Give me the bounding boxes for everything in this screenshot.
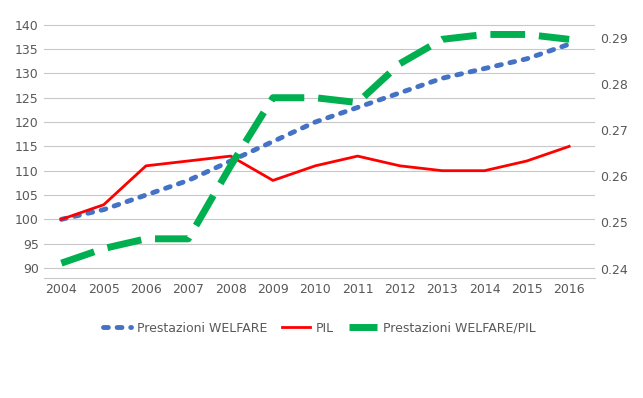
Prestazioni WELFARE — [481, 66, 489, 71]
Prestazioni WELFARE — [227, 158, 235, 163]
Line: Prestazioni WELFARE: Prestazioni WELFARE — [61, 44, 569, 219]
PIL — [142, 164, 150, 168]
Prestazioni WELFARE/PIL — [481, 32, 489, 37]
PIL — [227, 154, 235, 158]
Prestazioni WELFARE/PIL — [57, 261, 65, 265]
PIL — [354, 154, 361, 158]
Prestazioni WELFARE — [439, 76, 446, 81]
Prestazioni WELFARE — [57, 217, 65, 222]
Prestazioni WELFARE/PIL — [185, 236, 192, 241]
Prestazioni WELFARE — [354, 105, 361, 110]
Prestazioni WELFARE/PIL — [354, 100, 361, 105]
PIL — [57, 217, 65, 222]
PIL — [185, 158, 192, 163]
Prestazioni WELFARE/PIL — [227, 164, 235, 168]
Line: PIL: PIL — [61, 146, 569, 219]
Prestazioni WELFARE — [100, 207, 107, 212]
Prestazioni WELFARE/PIL — [311, 96, 319, 100]
Prestazioni WELFARE/PIL — [269, 96, 276, 100]
PIL — [311, 164, 319, 168]
Prestazioni WELFARE — [269, 139, 276, 144]
PIL — [100, 202, 107, 207]
PIL — [523, 158, 530, 163]
Prestazioni WELFARE/PIL — [142, 236, 150, 241]
PIL — [396, 164, 404, 168]
Prestazioni WELFARE/PIL — [523, 32, 530, 37]
Prestazioni WELFARE — [523, 57, 530, 61]
Prestazioni WELFARE/PIL — [396, 61, 404, 66]
Prestazioni WELFARE/PIL — [565, 37, 573, 42]
PIL — [439, 168, 446, 173]
Prestazioni WELFARE/PIL — [439, 37, 446, 42]
PIL — [565, 144, 573, 149]
Prestazioni WELFARE — [185, 178, 192, 183]
Line: Prestazioni WELFARE/PIL: Prestazioni WELFARE/PIL — [61, 35, 569, 263]
Prestazioni WELFARE — [142, 193, 150, 197]
Prestazioni WELFARE — [311, 120, 319, 125]
Prestazioni WELFARE/PIL — [100, 246, 107, 251]
PIL — [481, 168, 489, 173]
Prestazioni WELFARE — [565, 42, 573, 47]
Prestazioni WELFARE — [396, 90, 404, 95]
PIL — [269, 178, 276, 183]
Legend: Prestazioni WELFARE, PIL, Prestazioni WELFARE/PIL: Prestazioni WELFARE, PIL, Prestazioni WE… — [98, 317, 541, 340]
